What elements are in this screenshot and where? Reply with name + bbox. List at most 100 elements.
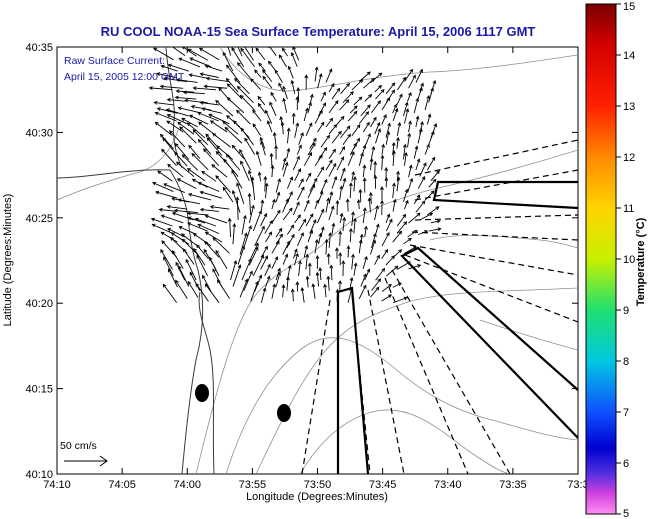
current-vector (338, 280, 342, 292)
current-vector (303, 245, 309, 258)
current-vector (358, 111, 370, 124)
current-vector (415, 115, 420, 128)
current-vector (392, 107, 399, 122)
current-vector (286, 147, 291, 159)
current-vector (349, 105, 358, 114)
current-vector (287, 65, 294, 79)
current-vector (392, 282, 402, 288)
colorbar: 15 14 13 12 11 10 9 8 7 6 5 Temperature (°C) (585, 1, 647, 519)
current-vector (181, 154, 199, 171)
current-vector (191, 152, 209, 171)
current-vector (257, 171, 262, 182)
current-vector (231, 47, 245, 68)
current-vector (294, 252, 299, 266)
current-vector (348, 227, 353, 243)
current-vector (402, 101, 409, 117)
current-vector (358, 239, 363, 254)
current-vector-field (148, 47, 442, 304)
current-vector (348, 182, 353, 199)
current-vector (403, 151, 408, 166)
current-vector (296, 87, 301, 103)
current-vector (396, 136, 400, 149)
current-vector (154, 111, 177, 122)
current-vector (160, 214, 184, 224)
current-vector (371, 232, 377, 248)
current-vector (264, 182, 269, 199)
current-vector (328, 123, 338, 135)
current-vector (268, 47, 277, 56)
current-vector (353, 262, 358, 276)
current-vector (335, 199, 340, 215)
current-vector (153, 47, 174, 61)
current-vector (347, 110, 358, 122)
current-vector (419, 212, 434, 221)
bathymetry-contour (479, 319, 578, 351)
current-vector (258, 62, 266, 72)
current-vector (349, 276, 354, 288)
current-vector (272, 131, 277, 148)
current-vector (294, 122, 300, 138)
current-vector (309, 177, 318, 192)
current-vector (328, 162, 337, 177)
current-vector (212, 132, 231, 148)
current-vector (148, 86, 173, 91)
x-tick-label: 73:55 (239, 479, 267, 491)
current-vector (367, 197, 372, 213)
sector-line (414, 214, 578, 221)
current-vector (297, 232, 304, 247)
x-tick-label: 74:10 (43, 479, 71, 491)
current-vector (187, 222, 208, 232)
current-vector (197, 111, 219, 122)
x-tick-label: 73:50 (304, 479, 332, 491)
current-vector (317, 166, 324, 178)
current-vector (217, 279, 230, 299)
current-vector (335, 288, 340, 302)
current-vector (336, 115, 345, 125)
current-vector (192, 233, 212, 247)
station-markers (195, 384, 291, 422)
current-vector (314, 66, 319, 82)
current-vector (165, 108, 189, 117)
current-vector (318, 267, 323, 281)
current-vector (325, 117, 334, 128)
current-vector (351, 211, 355, 227)
scale-vector: 50 cm/s (60, 440, 108, 467)
beam-outline (336, 286, 370, 474)
current-vector (347, 151, 355, 167)
current-vector (381, 294, 393, 302)
current-vector (314, 154, 323, 167)
current-vector (206, 137, 223, 156)
current-vector (167, 63, 189, 72)
current-vector (402, 143, 407, 160)
colorbar-tick-label: 9 (623, 305, 629, 317)
beam-outline (432, 180, 578, 210)
current-vector (268, 60, 277, 72)
current-vector (396, 176, 401, 192)
current-vector (324, 238, 329, 255)
current-vector (241, 214, 247, 235)
current-vector (403, 237, 412, 245)
current-vector (154, 121, 173, 136)
current-vector (192, 86, 217, 91)
current-vector (211, 164, 228, 178)
current-vector (287, 176, 294, 189)
current-vector (396, 121, 402, 136)
current-vector (231, 169, 243, 189)
current-vector (298, 260, 302, 276)
current-vector (184, 98, 208, 104)
current-vector (318, 146, 328, 160)
current-vector (294, 214, 301, 224)
current-vector (309, 137, 317, 149)
current-vector (339, 185, 344, 201)
current-vector (255, 47, 266, 61)
current-vector (338, 230, 343, 247)
current-vector (407, 132, 412, 148)
current-vector (408, 120, 412, 133)
current-vector (282, 85, 288, 100)
current-vector (282, 161, 289, 177)
current-vector (413, 97, 420, 114)
current-vector (286, 276, 290, 291)
current-vector (368, 191, 373, 204)
current-vector (320, 134, 331, 148)
current-vector (370, 116, 377, 128)
